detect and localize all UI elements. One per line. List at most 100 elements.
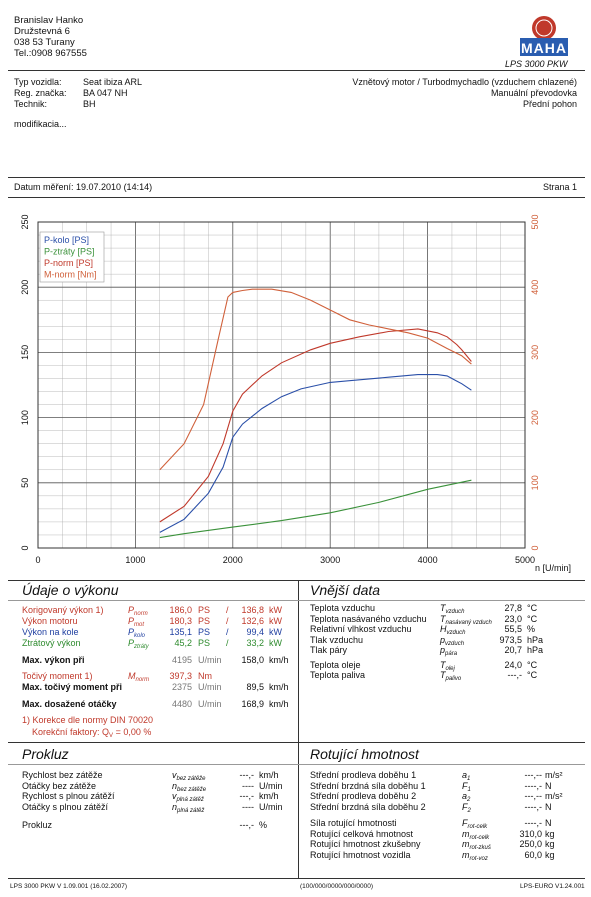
chart-series [159,288,472,539]
external-symbol: Tpalivo [440,670,462,682]
performance-label: Ztrátový výkon [22,638,81,648]
external-unit: % [527,624,536,634]
slip-value: ---- [242,801,254,812]
performance-symbol: Pztráty [128,638,149,650]
series-line-1 [159,479,472,539]
rotating-symbol: F2 [462,801,471,814]
rotating-symbol: mrot-zkuš [462,839,491,851]
measure-date: Datum měření: 19.07.2010 (14:14) [14,182,153,192]
max-torque-rpm-unit: U/min [198,682,222,692]
rotating-mass-title: Rotující hmotnost [310,746,419,762]
y-left-tick-label: 150 [20,345,30,360]
divider [8,878,585,879]
legend-box [39,231,105,283]
performance-slash: / [226,638,229,648]
vehicle-type-value: Seat ibiza ARL [83,77,143,87]
x-tick-label: 5000 [515,555,535,565]
slip-value: ---,- [239,820,255,830]
external-value: 973,5 [499,634,522,645]
divider [8,580,585,581]
torque-symbol: Mnorm [128,671,150,683]
rotating-symbol: a2 [462,791,471,803]
performance-unit-ps: PS [198,616,211,626]
external-symbol: Tnasávaný vzduch [440,613,492,626]
external-label: Relativní vlhkost vzduchu [310,624,412,634]
y-right-tick-label: 100 [530,475,540,490]
performance-unit-kw: kW [269,605,282,615]
footer-left: LPS 3000 PKW V 1.09.001 (16.02.2007) [10,883,128,890]
external-unit: hPa [527,634,544,645]
slip-unit: U/min [259,801,283,812]
max-torque-speed-unit: km/h [269,682,289,692]
external-label: Teplota oleje [310,659,361,670]
slip-label: Otáčky bez zátěže [22,780,97,791]
external-data-title: Vnější data [310,582,381,598]
slip-symbol: nplná zátěž [172,801,205,814]
external-unit: °C [527,603,538,613]
divider [8,197,585,198]
legend-entry: P-ztráty [PS] [44,247,95,257]
divider [8,177,585,178]
power-torque-chart: 0 50 100 150 200 250 0 100 200 300 400 500 0 1000 20… [20,214,571,573]
rotating-unit: N [545,780,552,791]
slip-unit: km/h [259,791,279,801]
gearbox-type: Manuální převodovka [490,88,577,98]
external-value: ---,- [507,670,523,680]
external-label: Tlak páry [310,645,348,655]
slip-symbol: vplná zátěž [172,791,204,803]
rotating-symbol: mrot-voz [462,849,488,862]
rotating-label: Střední prodleva doběhu 2 [310,791,417,801]
tech-label: Technik: [14,99,48,109]
divider [8,742,585,743]
performance-value-ps: 45,2 [174,638,192,648]
max-rpm-unit: U/min [198,699,222,709]
rotating-value: ----,- [524,801,543,812]
rotating-value: ---,-- [524,791,543,801]
slip-unit: km/h [259,770,279,780]
performance-slash: / [226,616,229,626]
external-label: Teplota paliva [310,670,366,680]
external-unit: °C [527,613,538,624]
performance-label: Korigovaný výkon 1) [22,605,104,615]
rotating-value: ---,-- [524,770,543,780]
rotating-value: 60,0 [524,849,542,860]
section-underline [8,600,585,601]
page-number: Strana 1 [542,182,577,192]
reg-label: Reg. značka: [14,88,67,98]
external-symbol: ppára [440,645,458,657]
rotating-symbol: Frot-celk [462,818,488,830]
external-symbol: Tvzduch [440,603,465,615]
footer-center: (100/000/0000/000/0000) [300,883,374,890]
rotating-unit: kg [545,849,555,860]
performance-value-kw: 136,8 [241,605,264,615]
max-power-rpm: 4195 [171,655,192,665]
performance-label: Výkon motoru [22,616,78,626]
performance-value-ps: 135,1 [169,627,192,637]
performance-unit-ps: PS [198,627,211,637]
maha-logo: MAHA [514,12,574,58]
divider-vertical [298,580,299,742]
engine-type: Vznětový motor / Turbodmychadlo (vzduche… [352,77,577,87]
x-tick-label: 2000 [223,555,243,565]
rotating-unit: N [545,801,552,812]
right-axis-ticks: 0 100 200 300 400 500 [530,214,540,550]
series-line-2 [159,328,472,523]
performance-symbol: Pkolo [128,627,146,639]
slip-symbol: vbez zátěže [172,770,206,782]
left-axis-ticks: 0 50 100 150 200 250 [20,214,30,550]
slip-unit: % [259,820,268,830]
maha-logo-text: MAHA [521,40,567,56]
max-power-label: Max. výkon při [22,655,85,665]
y-right-tick-label: 0 [530,545,540,550]
address-line: 038 53 Turany [14,37,75,48]
slip-label: Rychlost s plnou zátěží [22,791,115,801]
rotating-value: ----,- [524,780,543,791]
rotating-unit: m/s² [545,791,563,801]
slip-label: Prokluz [22,820,53,830]
external-unit: °C [527,659,538,670]
external-unit: hPa [527,645,544,655]
max-rpm-label: Max. dosažené otáčky [22,699,117,709]
rotating-symbol: F1 [462,780,471,793]
max-torque-label: Max. točivý moment při [22,682,123,692]
divider [8,70,585,71]
